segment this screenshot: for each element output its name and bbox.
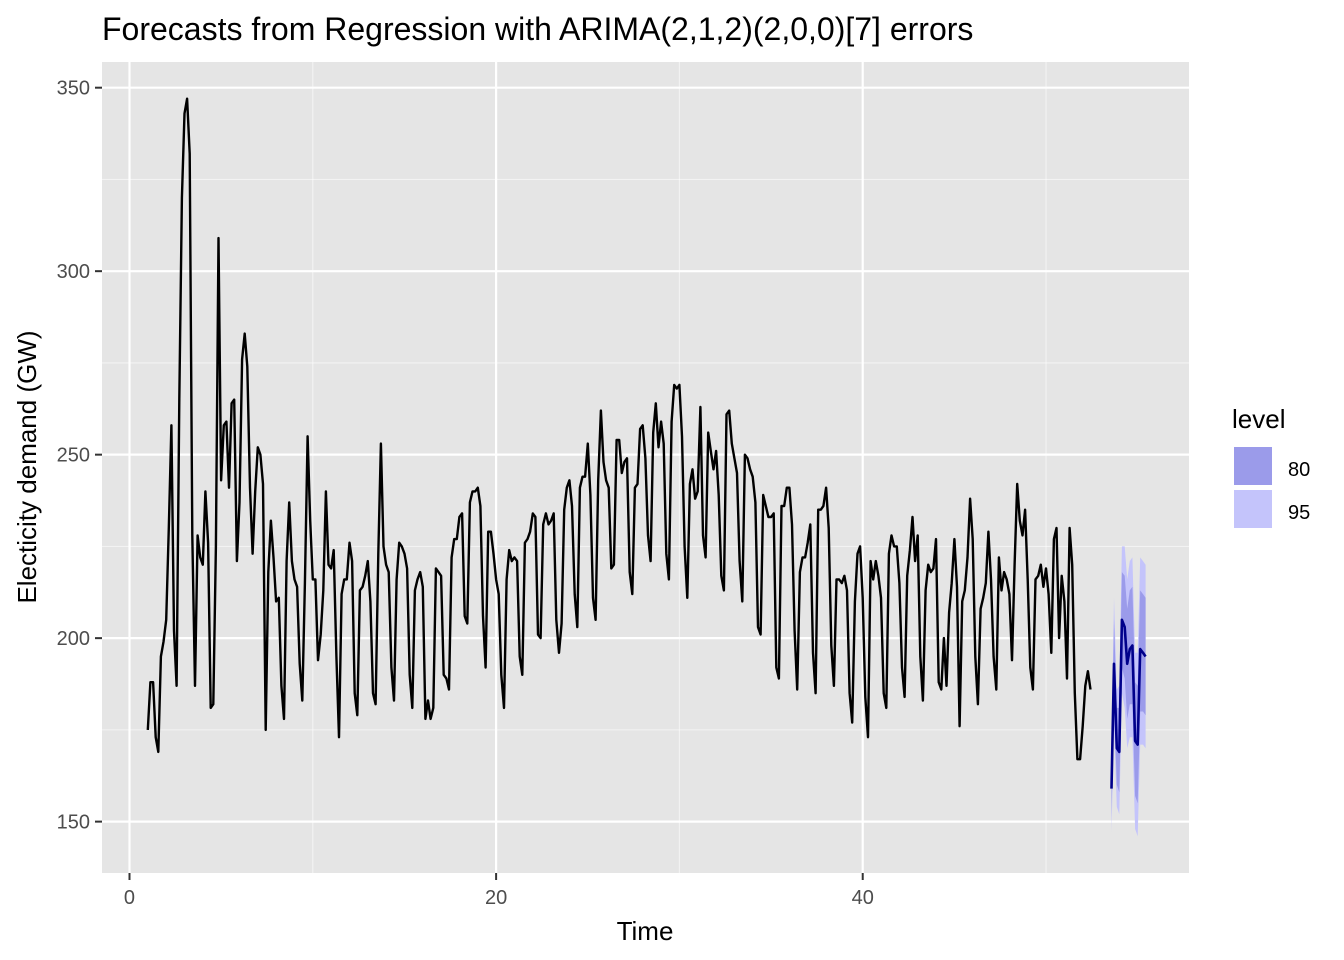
y-tick-label: 150 — [57, 812, 90, 834]
y-tick-label: 250 — [57, 445, 90, 467]
y-tick-label: 300 — [57, 261, 90, 283]
major-gridlines — [102, 62, 1189, 873]
history-series-line — [146, 97, 1092, 761]
interval-80-band — [1111, 572, 1146, 818]
legend-label-80: 80 — [1288, 459, 1310, 481]
chart-title: Forecasts from Regression with ARIMA(2,1… — [102, 11, 973, 47]
y-tick-label: 200 — [57, 628, 90, 650]
legend-swatch-95 — [1234, 490, 1272, 528]
x-axis-title: Time — [617, 916, 674, 946]
legend: level 80 95 — [1232, 404, 1310, 528]
y-axis-title: Electicity demand (GW) — [12, 330, 42, 603]
legend-swatch-80 — [1234, 447, 1272, 485]
forecast-series-line — [1110, 618, 1147, 789]
minor-gridlines — [102, 62, 1189, 873]
x-axis: 0 20 40 — [124, 873, 874, 909]
x-tick-label: 20 — [485, 887, 507, 909]
x-tick-label: 0 — [124, 887, 135, 909]
x-tick-label: 40 — [852, 887, 874, 909]
legend-label-95: 95 — [1288, 502, 1310, 524]
y-axis: 150 200 250 300 350 — [57, 78, 102, 834]
legend-title: level — [1232, 404, 1285, 434]
series-lines — [146, 97, 1147, 789]
prediction-intervals — [1111, 546, 1146, 837]
y-tick-label: 350 — [57, 78, 90, 100]
